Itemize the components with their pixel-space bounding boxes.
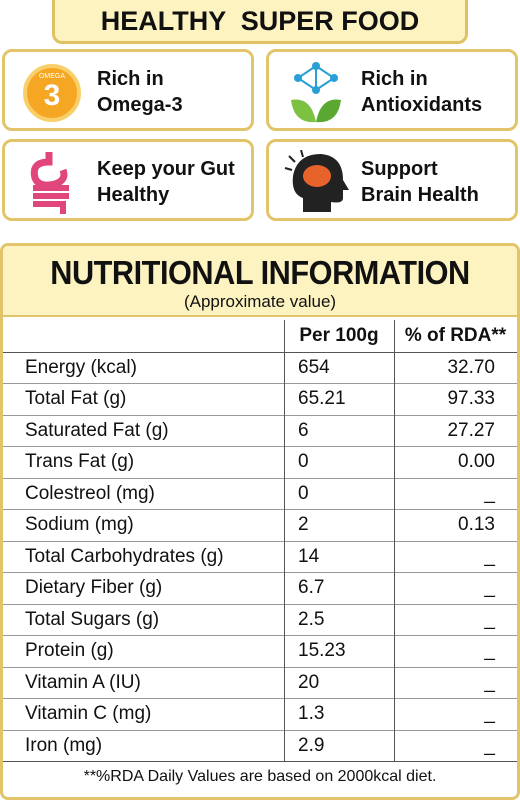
row-divider	[3, 572, 517, 573]
nutrient-name: Saturated Fat (g)	[25, 419, 169, 441]
footnote: **%RDA Daily Values are based on 2000kca…	[83, 768, 437, 785]
feature-line: Rich in	[97, 68, 164, 90]
badge-num: 3	[44, 79, 61, 112]
column-line	[284, 320, 285, 761]
rda-percent: _	[484, 482, 495, 504]
rda-percent: _	[484, 734, 495, 756]
row-divider	[3, 351, 517, 353]
feature-line: Healthy	[97, 184, 170, 206]
nutrient-name: Vitamin A (IU)	[25, 671, 141, 693]
row-divider	[3, 729, 517, 731]
table-bottom	[3, 761, 517, 762]
per-100g: 2	[298, 514, 309, 535]
feature-line: Support	[361, 158, 438, 180]
rda-percent: _	[484, 703, 495, 724]
row-divider	[3, 540, 517, 542]
nutrient-name: Iron (mg)	[25, 734, 103, 756]
nutrient-name: Colestreol (mg)	[25, 482, 155, 504]
row-divider	[3, 414, 517, 416]
rda-percent: _	[484, 577, 495, 598]
feature-card: OMEGA 3 Rich in Omega-3	[2, 49, 254, 131]
brain-icon	[284, 150, 349, 212]
per-100g: 654	[298, 356, 330, 378]
feature-line: Keep your Gut	[97, 158, 235, 180]
rda-percent: _	[484, 545, 495, 567]
nutrition-subtitle: (Approximate value)	[183, 292, 337, 311]
per-100g: 6	[298, 419, 309, 441]
per-100g: 0	[298, 451, 309, 472]
row-divider	[3, 603, 517, 605]
rda-percent: 27.27	[447, 419, 495, 441]
rda-percent: 97.33	[447, 388, 495, 409]
antioxidant-icon	[291, 62, 341, 123]
column-header: % of RDA**	[404, 325, 507, 346]
rda-percent: _	[484, 608, 495, 630]
feature-line: Brain Health	[361, 184, 479, 206]
feature-line: Rich in	[361, 68, 428, 90]
rda-percent: _	[484, 640, 495, 661]
nutrient-name: Total Carbohydrates (g)	[25, 545, 224, 567]
row-divider	[3, 666, 517, 668]
nutrient-name: Protein (g)	[25, 640, 114, 661]
nutrition-header: NUTRITIONAL INFORMATION (Approximate val…	[3, 246, 517, 317]
per-100g: 1.3	[298, 703, 325, 724]
nutrient-name: Energy (kcal)	[25, 356, 137, 378]
per-100g: 2.5	[298, 608, 325, 630]
row-divider	[3, 477, 517, 479]
row-divider	[3, 446, 517, 447]
gut-icon	[30, 152, 69, 214]
row-divider	[3, 635, 517, 636]
nutrition-panel: NUTRITIONAL INFORMATION (Approximate val…	[0, 243, 520, 800]
feature-card: Keep your Gut Healthy	[2, 139, 254, 221]
nutrient-name: Sodium (mg)	[25, 514, 134, 535]
per-100g: 65.21	[298, 388, 346, 409]
per-100g: 15.23	[298, 640, 346, 661]
banner-title: HEALTHY SUPER FOOD	[52, 0, 468, 44]
per-100g: 20	[298, 671, 320, 693]
column-header: Per 100g	[299, 325, 379, 346]
rda-percent: 32.70	[447, 356, 495, 378]
feature-card: Support Brain Health	[266, 139, 518, 221]
omega-icon: OMEGA 3	[23, 64, 81, 122]
rda-percent: 0.13	[458, 514, 495, 535]
row-divider	[3, 509, 517, 510]
row-divider	[3, 698, 517, 699]
rda-percent: 0.00	[458, 451, 495, 472]
per-100g: 2.9	[298, 734, 325, 756]
column-line	[394, 320, 395, 761]
nutrition-title: NUTRITIONAL INFORMATION	[50, 254, 470, 291]
nutrient-name: Dietary Fiber (g)	[25, 577, 163, 598]
per-100g: 0	[298, 482, 309, 504]
feature-card: Rich in Antioxidants	[266, 49, 518, 131]
nutrient-name: Trans Fat (g)	[25, 451, 135, 472]
rda-percent: _	[484, 671, 495, 693]
row-divider	[3, 383, 517, 384]
badge-top: OMEGA	[39, 73, 65, 80]
feature-line: Antioxidants	[361, 94, 483, 116]
nutrient-name: Total Sugars (g)	[25, 608, 160, 630]
nutrient-name: Total Fat (g)	[25, 388, 127, 409]
nutrient-name: Vitamin C (mg)	[25, 703, 152, 724]
feature-line: Omega-3	[97, 94, 183, 116]
per-100g: 14	[298, 545, 320, 567]
per-100g: 6.7	[298, 577, 325, 598]
